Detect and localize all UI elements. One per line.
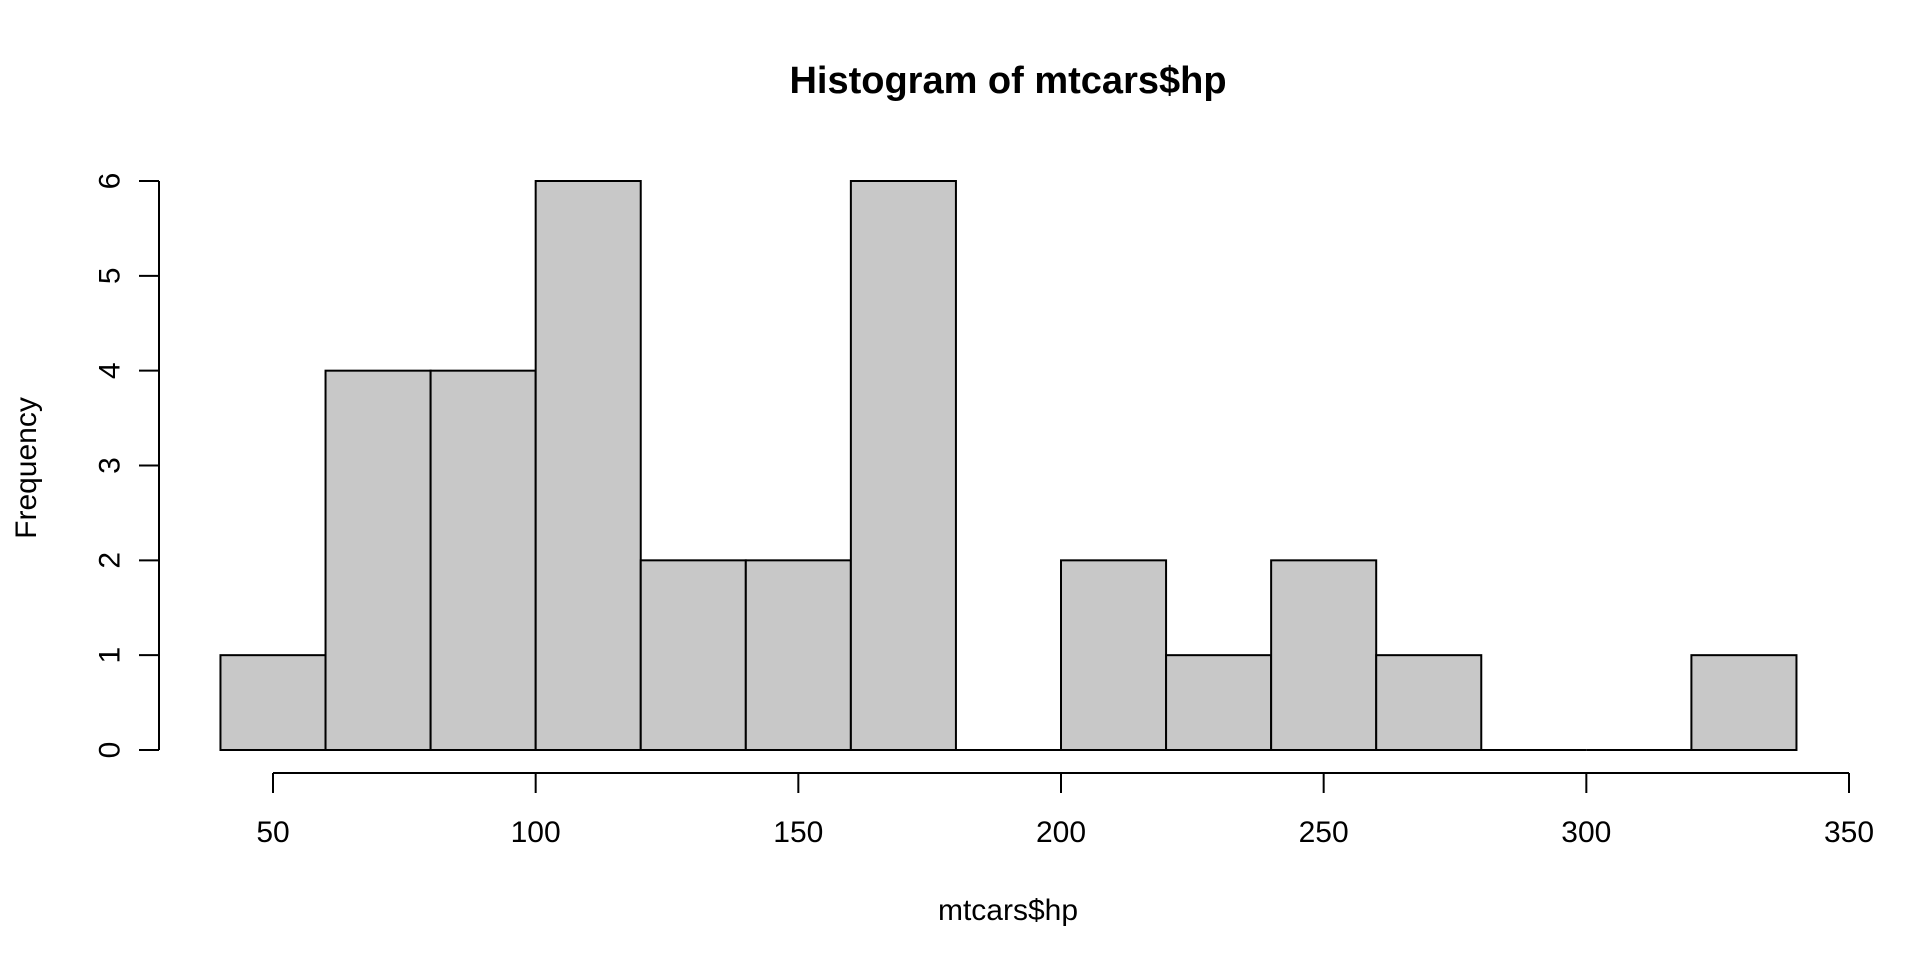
y-axis-label: Frequency	[10, 397, 43, 539]
histogram-bar-9	[1165, 654, 1273, 752]
y-tick-label-2: 2	[94, 552, 127, 569]
x-tick-label-150: 150	[773, 816, 823, 849]
histogram-bar-1	[324, 369, 432, 751]
y-tick-label-5: 5	[94, 267, 127, 284]
histogram-bar-5	[744, 559, 852, 751]
y-tick-label-1: 1	[94, 647, 127, 664]
x-tick-label-100: 100	[511, 816, 561, 849]
histogram-bar-14	[1690, 654, 1798, 752]
x-tick-label-250: 250	[1299, 816, 1349, 849]
x-tick-label-300: 300	[1561, 816, 1611, 849]
x-tick-label-50: 50	[256, 816, 289, 849]
y-tick-label-0: 0	[94, 742, 127, 759]
y-tick-label-3: 3	[94, 457, 127, 474]
x-axis: 50 100 150 200 250 300 350	[256, 772, 1874, 849]
histogram-bar-11	[1375, 654, 1483, 752]
y-tick-label-4: 4	[94, 362, 127, 379]
y-tick-label-6: 6	[94, 173, 127, 190]
x-axis-label: mtcars$hp	[938, 894, 1078, 927]
histogram-bar-10	[1270, 559, 1378, 751]
histogram-bar-3	[534, 180, 642, 751]
bars-group	[219, 180, 1798, 752]
x-tick-label-350: 350	[1824, 816, 1874, 849]
histogram-bar-2	[429, 369, 537, 751]
y-axis: 0 1 2 3 4 5 6	[94, 173, 160, 759]
histogram-bar-0	[219, 654, 327, 752]
x-tick-label-200: 200	[1036, 816, 1086, 849]
histogram-bar-6	[849, 180, 957, 751]
histogram-bar-8	[1060, 559, 1168, 751]
histogram-bar-4	[639, 559, 747, 751]
chart-title: Histogram of mtcars$hp	[789, 60, 1226, 102]
